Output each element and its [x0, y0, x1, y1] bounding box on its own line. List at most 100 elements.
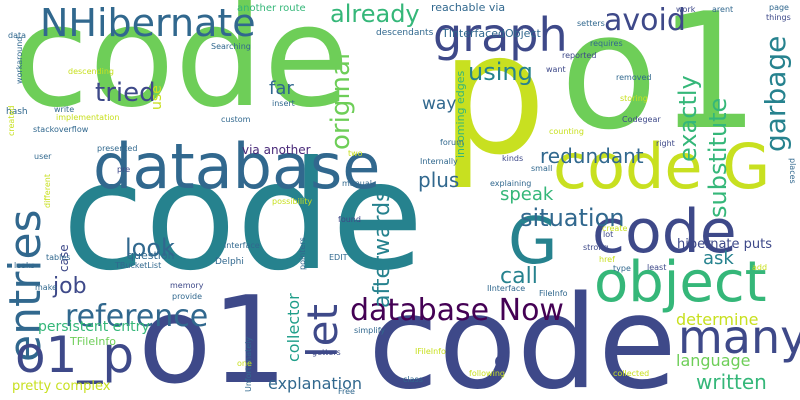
word-free: Free: [338, 387, 355, 396]
word-look: look: [125, 234, 175, 262]
word-written: written: [696, 370, 767, 394]
word-want: want: [546, 65, 566, 74]
word-removed: removed: [616, 73, 652, 82]
word-provide: provide: [172, 292, 203, 301]
word-getters: getters: [312, 348, 341, 357]
word-descendants: descendants: [376, 28, 434, 38]
word-setters: setters: [577, 19, 605, 28]
word-found: found: [338, 215, 361, 224]
word-exactly: exactly: [674, 75, 702, 162]
word-strong: strong: [583, 243, 609, 252]
word-call: call: [500, 264, 538, 289]
word-implementation: implementation: [56, 113, 120, 122]
word-database-now: database Now: [350, 293, 564, 328]
word-reference: reference: [65, 299, 209, 334]
word-explanation: explanation: [268, 374, 363, 393]
word-tables: tables: [46, 253, 71, 262]
word-two: two: [348, 149, 363, 158]
word-type: type: [613, 264, 631, 273]
word-o1-bottom: o1: [138, 272, 288, 400]
word-graph: graph: [433, 8, 568, 62]
word-situation: situation: [520, 204, 625, 232]
word-code-large-center: code: [62, 130, 424, 304]
word-via-another: via another: [242, 143, 311, 157]
word-hash: hash: [6, 107, 28, 117]
word-manual: manual: [342, 179, 372, 188]
word-delphi: Delphi: [215, 257, 244, 267]
word-plus: plus: [418, 168, 460, 192]
word-collected: collected: [613, 369, 650, 378]
word-add: add: [752, 263, 768, 272]
word-tried: tried: [95, 78, 156, 108]
word-tfileinfo: TFileInfo: [70, 335, 116, 348]
word-way: way: [422, 94, 457, 114]
word-redundant: redundant: [540, 144, 644, 168]
word-stackoverflow: stackoverflow: [33, 125, 89, 134]
word-p: p: [440, 0, 547, 192]
word-insert: insert: [272, 99, 295, 108]
word-kinds: kinds: [502, 154, 524, 163]
word-collector: collector: [284, 293, 303, 362]
word-least: least: [647, 263, 667, 272]
word-original: original: [326, 52, 356, 150]
word-o1-top-right: o1: [560, 0, 760, 165]
word-descending: descending: [68, 67, 115, 76]
word-question: question: [127, 249, 175, 262]
word-e: e: [494, 348, 507, 372]
word-storing: storing: [620, 94, 648, 103]
word-create: create: [602, 224, 628, 233]
word-tbucketlist: TBucketList: [115, 261, 162, 270]
word-page: page: [769, 3, 789, 12]
word-code-large-top: code: [12, 0, 350, 139]
word-substitute: substitute: [704, 97, 732, 218]
word-counting: counting: [549, 127, 584, 136]
word-ifileinfo: IFileInfo: [415, 347, 446, 356]
word-explaining: explaining: [490, 179, 532, 188]
word-edit: EDIT: [329, 253, 348, 262]
word-created: created: [7, 105, 16, 136]
word-many: many: [678, 310, 800, 364]
word-o1_p: o1_p: [15, 326, 135, 384]
word-following: following: [469, 369, 505, 378]
word-persistent-entry: persistent entry: [38, 319, 150, 335]
word-tinterfacedobject: TInterfacedObject: [442, 27, 541, 40]
word-another-route: another route: [237, 3, 306, 14]
word-interface: interface: [224, 241, 260, 250]
word-database: database: [93, 130, 381, 203]
word-make: make: [35, 283, 57, 292]
word-simplify: simplify: [354, 326, 386, 335]
word-reachable-via: reachable via: [431, 1, 506, 14]
word-language: language: [676, 351, 751, 370]
word-different: different: [43, 174, 52, 208]
word-one: one: [237, 359, 252, 368]
word-leaks: leaks: [14, 261, 35, 270]
word-hibernate-puts: hibernate puts: [677, 237, 773, 252]
word-class: class: [403, 375, 423, 384]
word-data: data: [8, 31, 27, 40]
word-work: work: [676, 5, 696, 14]
word-write: write: [54, 105, 75, 114]
word-ask: ask: [703, 248, 734, 269]
word-right: right: [656, 139, 675, 148]
word-workaround: workaround: [15, 36, 24, 84]
word-using: using: [468, 58, 533, 86]
word-garbage: garbage: [759, 35, 792, 152]
word-iinterface: IInterface: [487, 284, 526, 293]
word-code-medium: code: [592, 197, 737, 267]
word-determine: determine: [676, 310, 759, 329]
word-use: use: [149, 85, 165, 110]
word-already: already: [330, 0, 420, 28]
word-searching: Searching: [211, 42, 251, 51]
word-pointers: pointers: [298, 237, 307, 270]
word-small: small: [531, 164, 553, 173]
word-fileinfo: FileInfo: [539, 289, 568, 298]
word-href: href: [599, 255, 615, 264]
word-speak: speak: [500, 184, 554, 205]
word-job: job: [53, 274, 87, 299]
word-far: far: [269, 78, 294, 99]
word-avoid: avoid: [604, 3, 686, 38]
word-code-bottom-right: code: [368, 269, 677, 400]
word-nhibernate: NHibernate: [40, 1, 256, 45]
word-forum: forum: [440, 138, 464, 147]
